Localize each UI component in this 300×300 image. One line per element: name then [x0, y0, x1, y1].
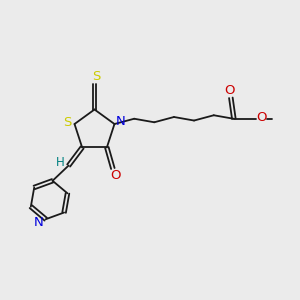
Text: S: S	[92, 70, 100, 83]
Text: O: O	[224, 84, 235, 97]
Text: S: S	[63, 116, 71, 129]
Text: O: O	[256, 111, 267, 124]
Text: N: N	[116, 115, 126, 128]
Text: H: H	[56, 156, 64, 169]
Text: O: O	[111, 169, 121, 182]
Text: N: N	[33, 216, 43, 229]
